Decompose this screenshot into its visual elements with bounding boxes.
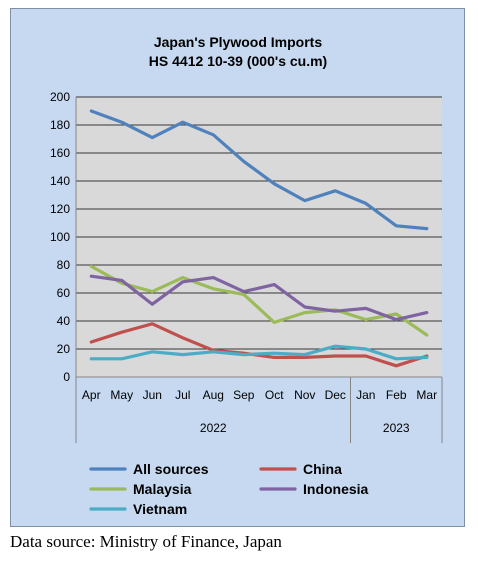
y-tick-label: 180 — [50, 118, 70, 132]
x-tick-label: Apr — [82, 388, 101, 402]
legend-label-malaysia: Malaysia — [133, 481, 192, 497]
x-tick-label: Oct — [265, 388, 284, 402]
y-tick-label: 0 — [63, 370, 70, 384]
x-group-label: 2023 — [383, 421, 410, 435]
y-tick-label: 80 — [57, 258, 71, 272]
y-tick-label: 100 — [50, 230, 70, 244]
y-tick-label: 160 — [50, 146, 70, 160]
y-tick-label: 20 — [57, 342, 71, 356]
series-line-vietnam — [89, 344, 429, 361]
legend-label-china: China — [303, 461, 342, 477]
x-tick-label: Dec — [325, 388, 346, 402]
y-tick-label: 120 — [50, 202, 70, 216]
chart-title-line-1: Japan's Plywood Imports — [154, 34, 322, 50]
legend-label-all-sources: All sources — [133, 461, 209, 477]
x-tick-label: Nov — [294, 388, 315, 402]
series-line-malaysia — [89, 264, 429, 337]
series-line-all-sources — [89, 109, 429, 231]
x-tick-label: Feb — [386, 388, 407, 402]
x-group-label: 2022 — [200, 421, 227, 435]
chart-frame: Japan's Plywood Imports HS 4412 10-39 (0… — [10, 8, 465, 527]
data-source-note: Data source: Ministry of Finance, Japan — [10, 532, 282, 551]
y-tick-label: 140 — [50, 174, 70, 188]
chart: Japan's Plywood Imports HS 4412 10-39 (0… — [50, 34, 443, 517]
legend-label-vietnam: Vietnam — [133, 501, 187, 517]
x-tick-label: May — [110, 388, 133, 402]
x-tick-label: Aug — [203, 388, 224, 402]
x-tick-label: Jul — [175, 388, 190, 402]
y-tick-label: 40 — [57, 314, 71, 328]
y-tick-label: 200 — [50, 90, 70, 104]
x-tick-label: Jan — [356, 388, 375, 402]
legend-label-indonesia: Indonesia — [303, 481, 369, 497]
x-tick-label: Jun — [143, 388, 162, 402]
chart-title-line-2: HS 4412 10-39 (000's cu.m) — [149, 53, 327, 69]
x-tick-label: Sep — [233, 388, 255, 402]
x-tick-label: Mar — [416, 388, 437, 402]
series-line-indonesia — [89, 274, 429, 322]
y-tick-label: 60 — [57, 286, 71, 300]
